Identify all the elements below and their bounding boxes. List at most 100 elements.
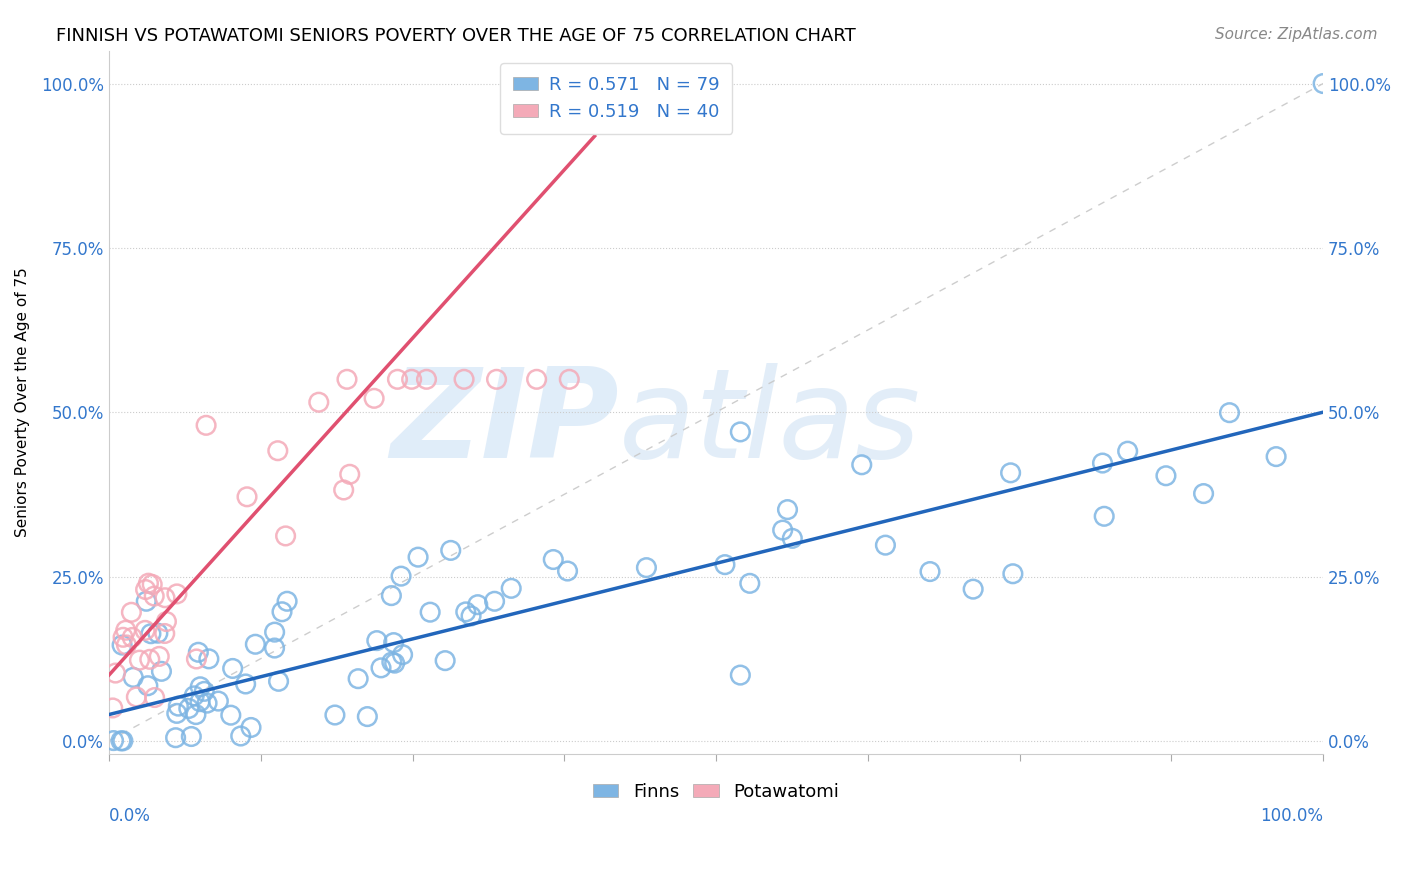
Point bbox=[308, 395, 330, 409]
Point bbox=[103, 733, 125, 747]
Point bbox=[183, 689, 205, 703]
Point bbox=[356, 709, 378, 723]
Point bbox=[484, 594, 506, 608]
Point bbox=[111, 638, 134, 652]
Point bbox=[166, 587, 188, 601]
Point bbox=[148, 649, 170, 664]
Point bbox=[558, 372, 581, 386]
Point bbox=[180, 730, 202, 744]
Point bbox=[776, 502, 799, 516]
Legend: Finns, Potawatomi: Finns, Potawatomi bbox=[586, 776, 846, 808]
Point bbox=[485, 372, 508, 386]
Text: atlas: atlas bbox=[619, 363, 921, 484]
Point bbox=[221, 661, 243, 675]
Point bbox=[139, 626, 162, 640]
Point bbox=[387, 372, 409, 386]
Point bbox=[557, 564, 579, 578]
Point bbox=[245, 637, 267, 651]
Point bbox=[1192, 486, 1215, 500]
Point bbox=[115, 638, 138, 652]
Point bbox=[235, 677, 257, 691]
Point bbox=[415, 372, 437, 386]
Point bbox=[155, 615, 177, 629]
Point bbox=[267, 443, 290, 458]
Point bbox=[134, 624, 156, 638]
Point bbox=[138, 576, 160, 591]
Point bbox=[135, 582, 157, 597]
Point bbox=[962, 582, 984, 596]
Point bbox=[135, 594, 157, 608]
Point bbox=[401, 372, 423, 386]
Point bbox=[143, 589, 166, 603]
Point bbox=[782, 532, 804, 546]
Point bbox=[263, 625, 285, 640]
Point bbox=[366, 633, 388, 648]
Point bbox=[111, 734, 134, 748]
Point bbox=[276, 594, 298, 608]
Point bbox=[454, 605, 477, 619]
Point bbox=[1154, 468, 1177, 483]
Point bbox=[271, 605, 294, 619]
Point bbox=[391, 648, 413, 662]
Point bbox=[730, 425, 752, 439]
Point bbox=[195, 418, 218, 433]
Point bbox=[186, 652, 208, 666]
Point bbox=[347, 672, 370, 686]
Point bbox=[772, 523, 794, 537]
Point bbox=[381, 655, 404, 669]
Point bbox=[560, 110, 582, 124]
Point bbox=[453, 372, 475, 386]
Point bbox=[389, 569, 412, 583]
Text: Source: ZipAtlas.com: Source: ZipAtlas.com bbox=[1215, 27, 1378, 42]
Point bbox=[1116, 444, 1139, 458]
Point bbox=[195, 696, 218, 710]
Point bbox=[323, 708, 346, 723]
Point bbox=[636, 560, 658, 574]
Point bbox=[193, 684, 215, 698]
Point bbox=[219, 708, 242, 723]
Point bbox=[339, 467, 361, 482]
Point bbox=[384, 656, 406, 670]
Point bbox=[166, 706, 188, 721]
Point bbox=[187, 645, 209, 659]
Point bbox=[1000, 466, 1022, 480]
Point bbox=[738, 576, 761, 591]
Point bbox=[382, 635, 405, 649]
Point bbox=[875, 538, 897, 552]
Point bbox=[236, 490, 259, 504]
Text: ZIP: ZIP bbox=[391, 363, 619, 484]
Point bbox=[406, 550, 429, 565]
Point bbox=[121, 631, 143, 645]
Y-axis label: Seniors Poverty Over the Age of 75: Seniors Poverty Over the Age of 75 bbox=[15, 268, 30, 537]
Point bbox=[274, 529, 297, 543]
Point bbox=[188, 680, 211, 694]
Point bbox=[440, 543, 463, 558]
Point bbox=[851, 458, 873, 472]
Point bbox=[128, 653, 150, 667]
Point bbox=[146, 626, 169, 640]
Point bbox=[1265, 450, 1288, 464]
Point bbox=[267, 674, 290, 689]
Point bbox=[1218, 406, 1240, 420]
Point bbox=[136, 679, 159, 693]
Point bbox=[380, 589, 402, 603]
Point bbox=[198, 652, 221, 666]
Point bbox=[104, 666, 127, 681]
Point bbox=[165, 731, 187, 745]
Point bbox=[1092, 509, 1115, 524]
Text: 100.0%: 100.0% bbox=[1260, 806, 1323, 825]
Point bbox=[714, 558, 737, 572]
Point bbox=[229, 729, 252, 743]
Point bbox=[918, 565, 941, 579]
Point bbox=[336, 372, 359, 386]
Point bbox=[177, 701, 200, 715]
Point bbox=[101, 701, 124, 715]
Point bbox=[1001, 566, 1024, 581]
Point bbox=[112, 630, 135, 644]
Point bbox=[153, 591, 176, 605]
Point bbox=[467, 598, 489, 612]
Point bbox=[120, 605, 142, 619]
Point bbox=[240, 721, 263, 735]
Point bbox=[526, 372, 548, 386]
Point bbox=[419, 605, 441, 619]
